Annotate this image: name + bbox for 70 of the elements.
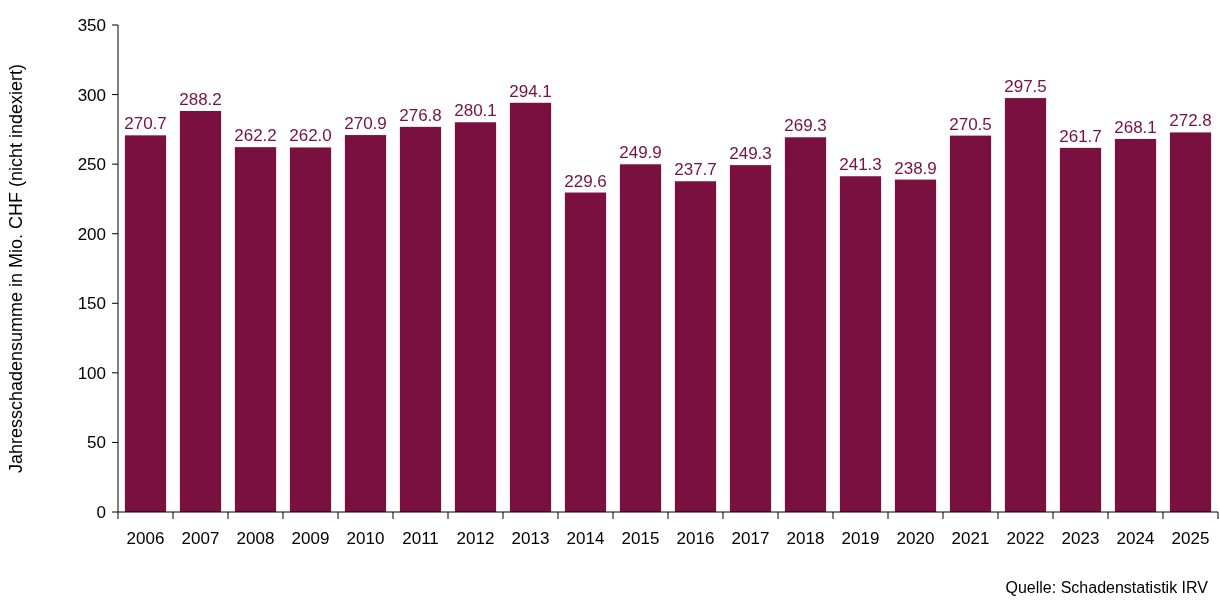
bar <box>289 147 332 512</box>
x-tick-label: 2018 <box>786 529 825 548</box>
data-label: 261.7 <box>1059 126 1102 146</box>
x-tick-label: 2008 <box>236 529 275 548</box>
bar <box>619 164 662 512</box>
bar <box>784 137 827 512</box>
x-tick-label: 2015 <box>621 529 660 548</box>
data-label: 229.6 <box>564 171 607 191</box>
bar <box>949 135 992 512</box>
x-tick-label: 2017 <box>731 529 770 548</box>
data-label: 269.3 <box>784 116 827 136</box>
x-tick-label: 2020 <box>896 529 935 548</box>
data-label: 241.3 <box>839 155 882 175</box>
data-label: 294.1 <box>509 81 552 101</box>
data-label: 272.8 <box>1169 111 1212 131</box>
x-tick-label: 2025 <box>1171 529 1210 548</box>
data-label: 249.3 <box>729 144 772 164</box>
x-tick-label: 2019 <box>841 529 880 548</box>
x-tick-label: 2013 <box>511 529 550 548</box>
bar <box>179 110 222 512</box>
data-label: 276.8 <box>399 105 442 125</box>
data-label: 262.2 <box>234 126 277 146</box>
data-label: 270.9 <box>344 114 387 134</box>
x-tick-label: 2023 <box>1061 529 1100 548</box>
data-label: 270.5 <box>949 114 992 134</box>
data-label: 268.1 <box>1114 117 1157 137</box>
bar <box>674 181 717 512</box>
y-axis-title: Jahresschadensumme in Mio. CHF (nicht indexiert) <box>6 63 26 474</box>
data-label: 270.7 <box>124 114 167 134</box>
x-tick-label: 2009 <box>291 529 330 548</box>
source-note: Quelle: Schadenstatistik IRV <box>1005 579 1209 596</box>
bar <box>894 179 937 512</box>
bar <box>399 126 442 512</box>
data-label: 297.5 <box>1004 77 1047 97</box>
bar <box>1114 138 1157 512</box>
y-tick-label: 100 <box>77 363 106 383</box>
y-tick-label: 50 <box>87 433 106 453</box>
y-tick-label: 150 <box>77 294 106 314</box>
y-tick-label: 0 <box>96 502 106 522</box>
x-tick-label: 2022 <box>1006 529 1045 548</box>
y-tick-label: 250 <box>77 155 106 175</box>
x-tick-label: 2007 <box>181 529 220 548</box>
x-tick-label: 2006 <box>126 529 165 548</box>
bar <box>729 165 772 512</box>
x-tick-label: 2011 <box>402 529 439 548</box>
data-label: 238.9 <box>894 158 937 178</box>
y-tick-label: 200 <box>77 224 106 244</box>
y-tick-label: 350 <box>77 15 106 35</box>
x-tick-label: 2016 <box>676 529 715 548</box>
bar <box>344 135 387 512</box>
x-tick-label: 2012 <box>456 529 495 548</box>
bar <box>234 147 277 512</box>
data-label: 237.7 <box>674 160 717 180</box>
bar <box>1059 147 1102 512</box>
data-label: 249.9 <box>619 143 662 163</box>
x-tick-label: 2010 <box>346 529 385 548</box>
bar <box>1004 98 1047 512</box>
x-tick-label: 2024 <box>1116 529 1155 548</box>
data-label: 280.1 <box>454 101 497 121</box>
bar <box>564 192 607 512</box>
bar <box>124 135 167 512</box>
bar <box>1169 132 1212 512</box>
bar <box>839 176 882 512</box>
data-label: 288.2 <box>179 89 222 109</box>
y-tick-label: 300 <box>77 85 106 105</box>
bar <box>509 102 552 512</box>
x-tick-label: 2014 <box>566 529 605 548</box>
bar <box>454 122 497 512</box>
x-tick-label: 2021 <box>951 529 990 548</box>
data-label: 262.0 <box>289 126 332 146</box>
